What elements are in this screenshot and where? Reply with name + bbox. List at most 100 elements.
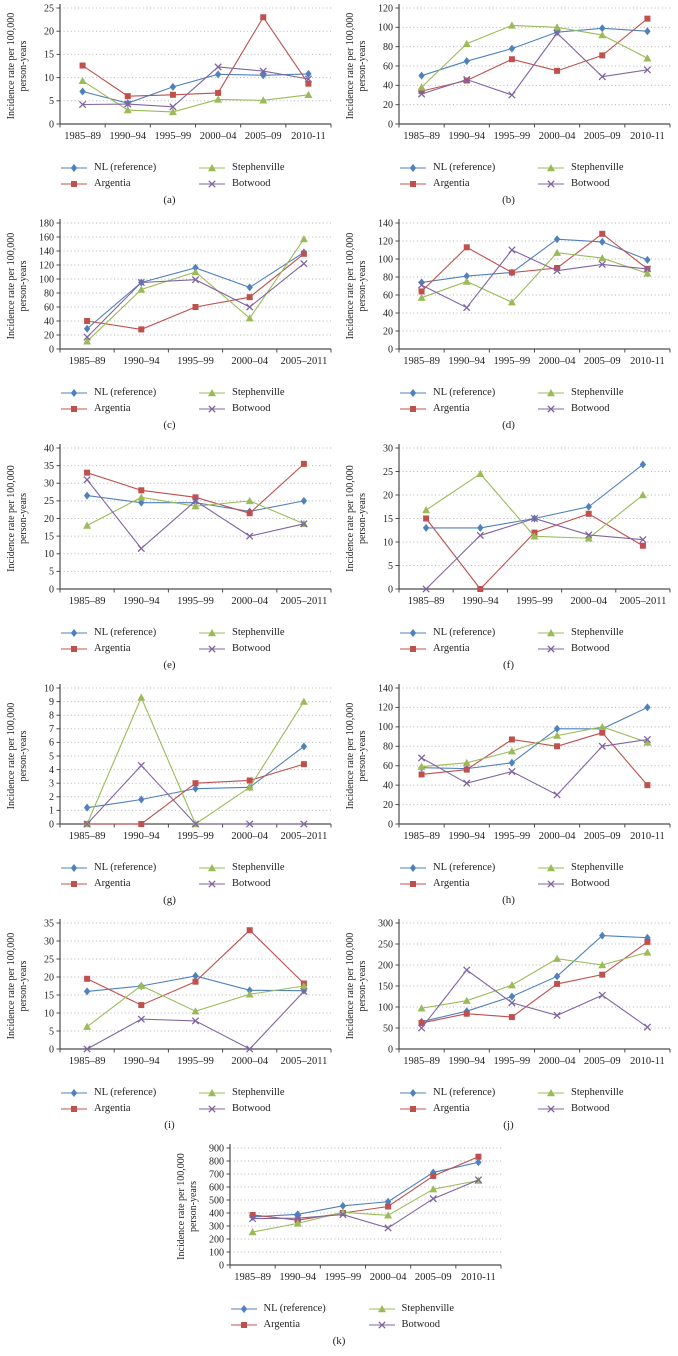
series-marker-nl-reference (644, 255, 651, 264)
series-marker-stephenville (643, 738, 652, 746)
series-marker-nl-reference (599, 24, 606, 33)
series-marker-botwood (422, 585, 430, 593)
series-marker-argentia (644, 15, 651, 22)
y-tick-label: 120 (378, 236, 393, 247)
y-tick-label: 100 (209, 1247, 224, 1258)
legend-label: Botwood (232, 1103, 271, 1114)
series-marker-botwood (417, 754, 426, 762)
legend-item-botwood: Botwood (198, 641, 336, 657)
legend-item-botwood: Botwood (537, 876, 675, 892)
legend-label: Argentia (433, 878, 470, 889)
series-marker-botwood (137, 1015, 145, 1023)
series-marker-botwood (417, 90, 426, 98)
x-tick-label: 2000–04 (539, 831, 577, 842)
x-tick-label: 1985–89 (234, 1272, 271, 1283)
y-tick-label: 5 (388, 561, 393, 572)
legend-label: Argentia (94, 878, 131, 889)
legend-marker-glyph (208, 180, 216, 188)
series-marker-argentia (138, 487, 145, 494)
series-marker-argentia (554, 67, 561, 74)
series-line-stephenville (421, 24, 648, 88)
y-tick-label: 600 (209, 1182, 224, 1193)
series-line-botwood (252, 1179, 479, 1229)
legend-marker-icon-argentia (400, 881, 426, 887)
series-marker-botwood (598, 260, 606, 269)
series-marker-botwood (429, 1195, 437, 1203)
y-axis-title-line2: person-years (357, 493, 368, 544)
y-tick-label: 0 (49, 344, 54, 355)
chart-canvas-d: 0 20 40 60 80 100 120 140 1985–89 1990–94 1995–99 2… (345, 218, 671, 367)
series-marker-stephenville (245, 314, 254, 322)
y-tick-label: 8 (49, 711, 54, 722)
series-marker-argentia (300, 250, 307, 257)
y-axis-title-line2: person-years (357, 730, 368, 781)
series-marker-nl-reference (553, 235, 561, 244)
legend-marker-glyph (377, 1321, 386, 1329)
series-marker-argentia (463, 1010, 470, 1017)
legend-item-botwood: Botwood (537, 401, 675, 417)
legend-marker-icon-argentia (61, 406, 87, 412)
series-marker-stephenville (123, 106, 132, 114)
panel-caption-h: (h) (502, 894, 515, 906)
series-marker-botwood (214, 63, 222, 71)
x-tick-label: 2000–04 (539, 1056, 577, 1067)
legend-marker-glyph (410, 881, 416, 887)
x-tick-label: 1990–94 (448, 1056, 486, 1067)
legend-label: Stephenville (571, 1087, 624, 1098)
legend-label: NL (reference) (433, 387, 496, 398)
legend-item-botwood: Botwood (198, 1101, 336, 1117)
legend-item-argentia: Argentia (60, 401, 198, 417)
legend-marker-icon-nl-reference (400, 164, 426, 172)
legend-label: Argentia (94, 643, 131, 654)
y-axis-title-line2: person-years (357, 260, 368, 311)
legend-marker-icon-stephenville (199, 629, 225, 637)
y-tick-label: 40 (383, 81, 393, 92)
chart-panel-d: 0 20 40 60 80 100 120 140 1985–89 1990–94 1995–99 2… (339, 215, 678, 440)
series-marker-nl-reference (214, 70, 222, 79)
series-marker-nl-reference (599, 237, 606, 246)
x-tick-label: 1985–89 (408, 596, 445, 607)
series-marker-nl-reference (585, 502, 592, 511)
y-tick-label: 0 (388, 1044, 393, 1055)
legend-marker-glyph (409, 389, 417, 397)
legend-marker-icon-botwood (538, 405, 564, 413)
y-tick-label: 250 (378, 939, 393, 950)
chart-panel-b: 0 20 40 60 80 100 120 1985–89 1990–94 1995–99 2000… (339, 0, 678, 215)
legend-marker-icon-argentia (61, 1106, 87, 1112)
series-marker-stephenville (598, 961, 607, 969)
y-tick-label: 5 (49, 1026, 54, 1037)
series-marker-argentia (429, 1172, 436, 1179)
series-marker-botwood (508, 246, 516, 254)
legend-item-stephenville: Stephenville (198, 860, 336, 876)
series-marker-argentia (599, 729, 606, 736)
series-marker-nl-reference (508, 758, 516, 767)
series-marker-argentia (84, 469, 91, 476)
series-marker-argentia (554, 980, 561, 987)
legend-item-stephenville: Stephenville (368, 1301, 506, 1317)
legend-marker-glyph (409, 164, 417, 172)
legend-label: Argentia (263, 1319, 301, 1330)
series-marker-stephenville (462, 39, 471, 47)
legend-label: Botwood (571, 1103, 610, 1114)
series-marker-stephenville (507, 981, 516, 989)
series-marker-stephenville (259, 96, 268, 104)
x-tick-label: 2010-11 (630, 356, 665, 367)
y-tick-label: 80 (383, 42, 393, 53)
series-marker-nl-reference (192, 784, 199, 793)
y-axis-title-line2: person-years (357, 960, 368, 1011)
series-marker-nl-reference (83, 491, 91, 500)
legend-item-stephenville: Stephenville (537, 860, 675, 876)
legend-marker-icon-stephenville (538, 164, 564, 172)
series-marker-stephenville (417, 83, 426, 91)
legend-item-stephenville: Stephenville (537, 625, 675, 641)
series-line-stephenville (425, 473, 644, 539)
y-tick-label: 10 (44, 549, 54, 560)
y-tick-label: 200 (378, 960, 393, 971)
y-axis-title-line2: person-years (18, 960, 29, 1011)
legend-label: Botwood (571, 403, 610, 414)
legend-label: Stephenville (232, 627, 285, 638)
legend-marker-glyph (240, 1305, 247, 1313)
series-marker-botwood (508, 91, 516, 99)
series-marker-stephenville (422, 506, 431, 514)
x-tick-label: 2005–09 (414, 1272, 451, 1283)
